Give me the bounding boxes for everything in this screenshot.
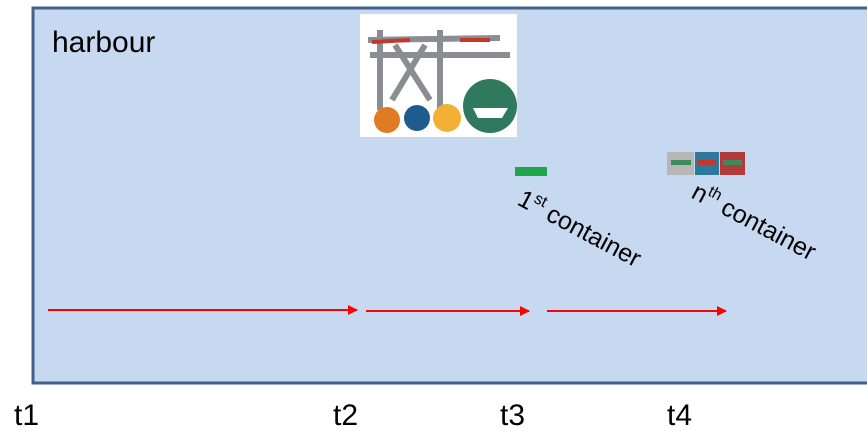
time-label: t3: [500, 399, 525, 431]
time-label: t2: [333, 399, 358, 431]
time-label: t4: [667, 399, 692, 431]
crane-image: [360, 14, 517, 137]
harbour-label: harbour: [52, 26, 155, 59]
nth-container-icon: [667, 152, 745, 175]
first-container-icon: [515, 167, 547, 176]
time-label: t1: [14, 399, 39, 431]
